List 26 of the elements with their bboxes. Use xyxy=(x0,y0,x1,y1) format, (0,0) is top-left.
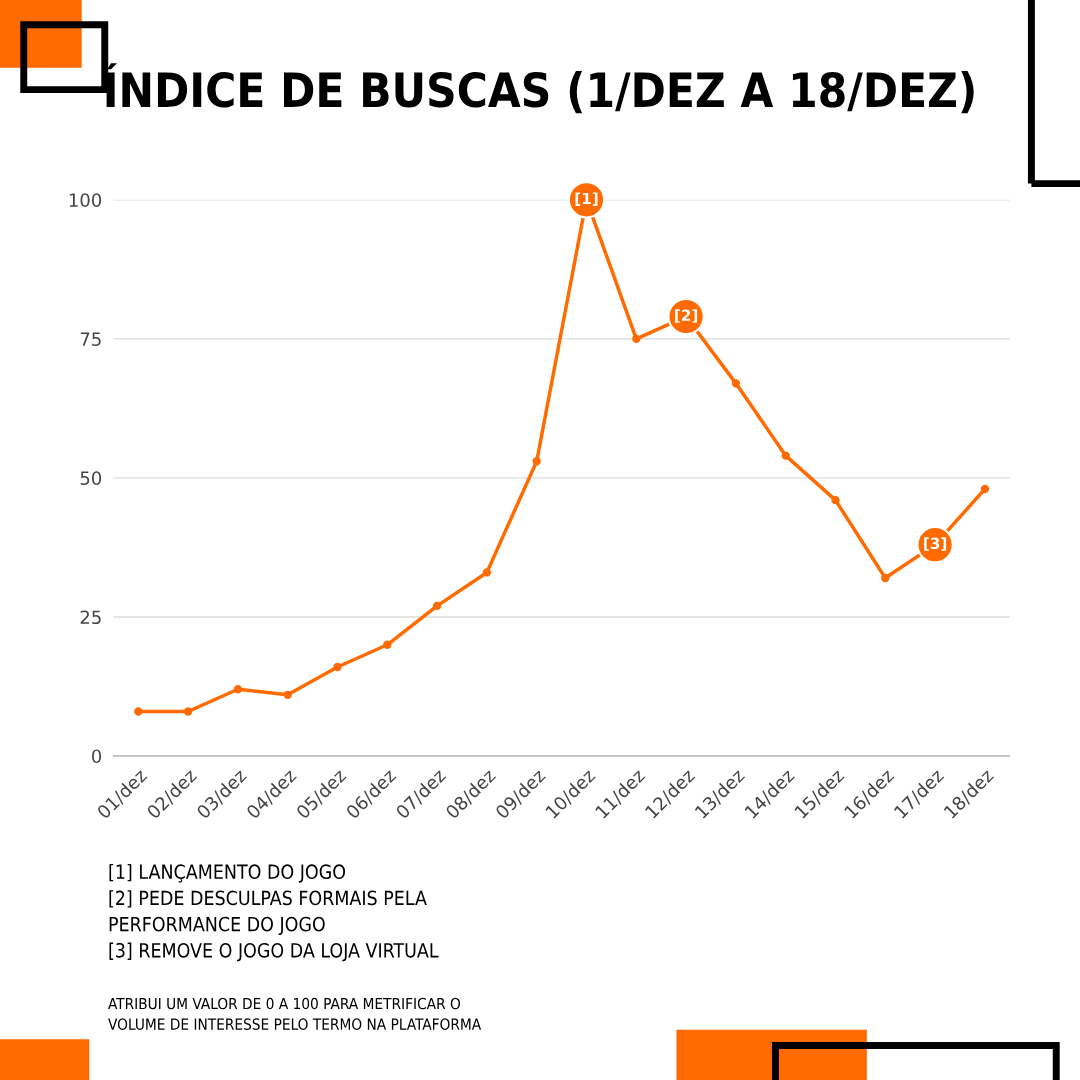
y-tick-label: 75 xyxy=(80,332,101,346)
point xyxy=(432,601,442,610)
point xyxy=(831,495,840,505)
annotation: [2] xyxy=(675,309,698,323)
point xyxy=(383,640,392,649)
point xyxy=(781,451,790,460)
point xyxy=(881,573,890,583)
point xyxy=(283,690,292,699)
point xyxy=(134,707,143,716)
point xyxy=(632,334,641,344)
text: ATRIBUI UM VALOR DE 0 A 100 PARA METRIFICAR O VOLUME DE INTERESSE PELO TERMO NA PLATAFORMA xyxy=(108,997,482,1030)
point xyxy=(183,707,193,716)
point xyxy=(333,662,342,672)
point xyxy=(233,685,243,694)
y-tick-label: 0 xyxy=(91,749,102,764)
y-tick-label: 25 xyxy=(80,610,101,625)
annotation: [1] xyxy=(575,192,598,207)
y-tick-label: 50 xyxy=(80,471,102,486)
point xyxy=(482,568,492,577)
point xyxy=(532,457,541,466)
point xyxy=(731,379,741,388)
y-tick-label: 100 xyxy=(69,193,102,207)
point xyxy=(980,484,990,494)
annotation: [3] xyxy=(924,537,947,551)
chart-title: ÍNDICE DE BUSCAS (1/DEZ A 18/DEZ) xyxy=(106,63,974,114)
text: [1] LANÇAMENTO DO JOGO [2] PEDE DESCULPAS FORMAIS PELA PERFORMANCE DO JOGO [3] REMOVE O JOGO DA LOJA VIRTUAL xyxy=(109,864,439,962)
